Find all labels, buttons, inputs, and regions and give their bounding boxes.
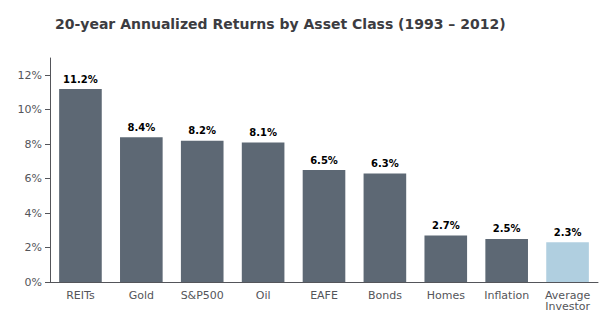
svg-text:0%: 0% <box>25 276 42 289</box>
svg-text:Average: Average <box>545 289 591 302</box>
svg-text:4%: 4% <box>25 207 42 220</box>
svg-text:S&P500: S&P500 <box>181 289 224 302</box>
svg-text:REITs: REITs <box>66 289 95 302</box>
svg-text:2.3%: 2.3% <box>554 227 582 238</box>
svg-text:20-year Annualized Returns by: 20-year Annualized Returns by Asset Clas… <box>55 16 506 32</box>
svg-text:8.2%: 8.2% <box>188 125 216 136</box>
svg-text:11.2%: 11.2% <box>63 74 98 85</box>
svg-text:EAFE: EAFE <box>310 289 338 302</box>
svg-text:Oil: Oil <box>256 289 271 302</box>
svg-text:2%: 2% <box>25 241 42 254</box>
svg-text:Homes: Homes <box>427 289 465 302</box>
svg-text:Gold: Gold <box>129 289 154 302</box>
svg-text:12%: 12% <box>18 69 42 82</box>
svg-text:2.7%: 2.7% <box>432 220 460 231</box>
svg-text:2.5%: 2.5% <box>493 223 521 234</box>
svg-text:6.5%: 6.5% <box>310 155 338 166</box>
svg-text:Inflation: Inflation <box>484 289 529 302</box>
svg-text:6.3%: 6.3% <box>371 158 399 169</box>
svg-text:Investor: Investor <box>545 300 590 313</box>
svg-text:10%: 10% <box>18 103 42 116</box>
svg-text:8.1%: 8.1% <box>249 127 277 138</box>
svg-text:8%: 8% <box>25 138 42 151</box>
svg-text:Bonds: Bonds <box>368 289 402 302</box>
svg-text:8.4%: 8.4% <box>127 122 155 133</box>
svg-text:6%: 6% <box>25 172 42 185</box>
